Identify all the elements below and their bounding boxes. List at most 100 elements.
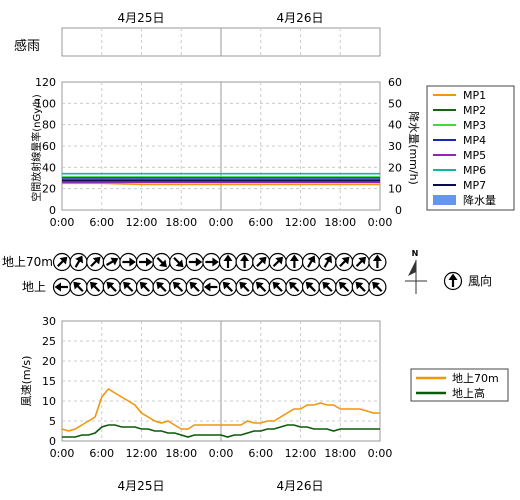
wind-direction-arrow-icon bbox=[102, 252, 121, 272]
wind-direction-arrow-icon bbox=[69, 277, 88, 297]
wind-speed-x-tick-label: 12:00 bbox=[126, 447, 158, 460]
wind-direction-arrow-icon bbox=[152, 252, 171, 272]
wind-speed-x-tick-label: 18:00 bbox=[324, 447, 356, 460]
wind-direction-arrow-icon bbox=[335, 277, 354, 297]
wind-direction-arrow-icon bbox=[235, 252, 254, 272]
radiation-y-tick-label: 20 bbox=[42, 183, 56, 196]
radiation-y2-tick-label: 30 bbox=[388, 140, 402, 153]
radiation-x-tick-label: 0:00 bbox=[50, 216, 75, 229]
radiation-legend-label: MP6 bbox=[463, 164, 486, 177]
wind-direction-row-label-ground: 地上 bbox=[22, 280, 46, 294]
wind-direction-arrow-icon bbox=[185, 277, 204, 297]
north-compass-icon: N bbox=[405, 249, 427, 294]
wind-speed-x-tick-label: 0:00 bbox=[209, 447, 234, 460]
wind-direction-arrow-icon bbox=[135, 252, 155, 272]
radiation-y-tick-label: 60 bbox=[42, 140, 56, 153]
wind-speed-x-tick-label: 18:00 bbox=[165, 447, 197, 460]
wind-speed-x-tick-label: 6:00 bbox=[248, 447, 273, 460]
radiation-x-tick-label: 18:00 bbox=[324, 216, 356, 229]
wind-direction-arrow-icon bbox=[252, 252, 271, 272]
wind-direction-arrow-icon bbox=[169, 252, 188, 272]
wind-speed-y-tick-label: 25 bbox=[42, 335, 56, 348]
wind-direction-arrow-icon bbox=[135, 277, 155, 297]
radiation-x-tick-label: 12:00 bbox=[285, 216, 317, 229]
radiation-legend-label: MP7 bbox=[463, 179, 486, 192]
wind-direction-legend: 風向 bbox=[443, 271, 492, 291]
rain-sense-panel bbox=[61, 27, 381, 57]
wind-direction-legend-label: 風向 bbox=[468, 273, 492, 288]
wind-direction-arrow-icon bbox=[152, 277, 171, 297]
wind-speed-plot: 0 5 10 15 20 25 30 0:00 6:00 12:00 18:00 0:00 6:00 1… bbox=[42, 315, 392, 460]
wind-speed-y-tick-label: 5 bbox=[49, 415, 56, 428]
wind-direction-arrow-icon bbox=[335, 252, 354, 272]
wind-direction-arrow-icon bbox=[285, 277, 304, 297]
wind-speed-x-tick-label: 0:00 bbox=[50, 447, 75, 460]
radiation-legend-label: MP1 bbox=[463, 89, 486, 102]
wind-direction-arrow-icon bbox=[318, 252, 337, 272]
wind-direction-arrow-icon bbox=[52, 277, 72, 297]
radiation-y2-tick-label: 10 bbox=[388, 183, 402, 196]
wind-direction-arrow-icon bbox=[351, 277, 370, 297]
wind-speed-y-tick-label: 20 bbox=[42, 355, 56, 368]
wind-speed-x-tick-label: 0:00 bbox=[368, 447, 393, 460]
date-label-top-day1: 4月25日 bbox=[118, 11, 165, 25]
wind-direction-arrow-icon bbox=[368, 252, 387, 272]
radiation-plot: 0 20 40 60 80 100 120 0 10 20 30 40 50 60 0:00 6:00 12… bbox=[35, 76, 402, 229]
date-label-bottom-day2: 4月26日 bbox=[277, 479, 324, 493]
wind-speed-series-line-1 bbox=[61, 387, 380, 432]
radiation-x-tick-label: 6:00 bbox=[89, 216, 114, 229]
wind-direction-arrow-icon bbox=[52, 252, 72, 272]
precipitation-legend-swatch bbox=[433, 195, 456, 205]
wind-speed-y-tick-label: 15 bbox=[42, 375, 56, 388]
wind-direction-row-label-70m: 地上70m bbox=[2, 255, 53, 269]
wind-direction-arrow-icon bbox=[268, 252, 287, 272]
precipitation-y-axis-label: 降水量(mm/h) bbox=[407, 111, 421, 185]
rain-sense-label: 感雨 bbox=[14, 38, 40, 54]
wind-speed-legend-label: 地上70m bbox=[452, 372, 499, 385]
wind-direction-arrow-icon bbox=[252, 277, 271, 297]
wind-speed-x-tick-label: 12:00 bbox=[285, 447, 317, 460]
radiation-y-tick-label: 0 bbox=[49, 204, 56, 217]
radiation-y2-tick-label: 40 bbox=[388, 119, 402, 132]
radiation-x-tick-label: 12:00 bbox=[126, 216, 158, 229]
wind-direction-table bbox=[52, 252, 387, 297]
radiation-x-tick-label: 6:00 bbox=[248, 216, 273, 229]
radiation-x-tick-label: 0:00 bbox=[368, 216, 393, 229]
wind-direction-arrow-icon bbox=[119, 277, 138, 297]
wind-direction-arrow-icon bbox=[301, 277, 321, 297]
radiation-x-tick-label: 18:00 bbox=[165, 216, 197, 229]
radiation-y2-tick-label: 0 bbox=[395, 204, 402, 217]
wind-speed-x-tick-label: 6:00 bbox=[89, 447, 114, 460]
wind-direction-arrow-icon bbox=[102, 277, 121, 297]
radiation-y-tick-label: 120 bbox=[35, 76, 56, 89]
radiation-y2-tick-label: 20 bbox=[388, 161, 402, 174]
wind-direction-arrow-icon bbox=[86, 277, 105, 297]
radiation-series-line-1 bbox=[62, 182, 380, 186]
radiation-x-tick-label: 0:00 bbox=[209, 216, 234, 229]
wind-direction-arrow-icon bbox=[351, 252, 370, 272]
wind-direction-arrow-icon bbox=[69, 252, 88, 272]
wind-speed-y-tick-label: 0 bbox=[49, 435, 56, 448]
radiation-y-tick-label: 40 bbox=[42, 161, 56, 174]
radiation-y-axis-label: 空間放射線量率(nGy/h) bbox=[30, 94, 43, 202]
wind-direction-arrow-icon bbox=[119, 252, 138, 272]
date-label-top-day2: 4月26日 bbox=[277, 11, 324, 25]
precipitation-legend-label: 降水量 bbox=[463, 193, 496, 207]
wind-direction-arrow-icon bbox=[368, 277, 387, 297]
radiation-legend-label: MP3 bbox=[463, 119, 486, 132]
wind-direction-legend-arrow-icon bbox=[443, 271, 463, 291]
wind-direction-arrow-icon bbox=[218, 277, 238, 297]
wind-direction-arrow-icon bbox=[86, 252, 105, 272]
wind-direction-arrow-icon bbox=[169, 277, 188, 297]
radiation-legend-label: MP4 bbox=[463, 134, 486, 147]
wind-direction-arrow-icon bbox=[301, 252, 321, 272]
wind-direction-arrow-icon bbox=[318, 277, 337, 297]
wind-direction-arrow-icon bbox=[268, 277, 287, 297]
wind-speed-legend-label: 地上高 bbox=[452, 386, 485, 400]
radiation-y2-tick-label: 50 bbox=[388, 97, 402, 110]
date-label-bottom-day1: 4月25日 bbox=[118, 479, 165, 493]
radiation-y2-tick-label: 60 bbox=[388, 76, 402, 89]
